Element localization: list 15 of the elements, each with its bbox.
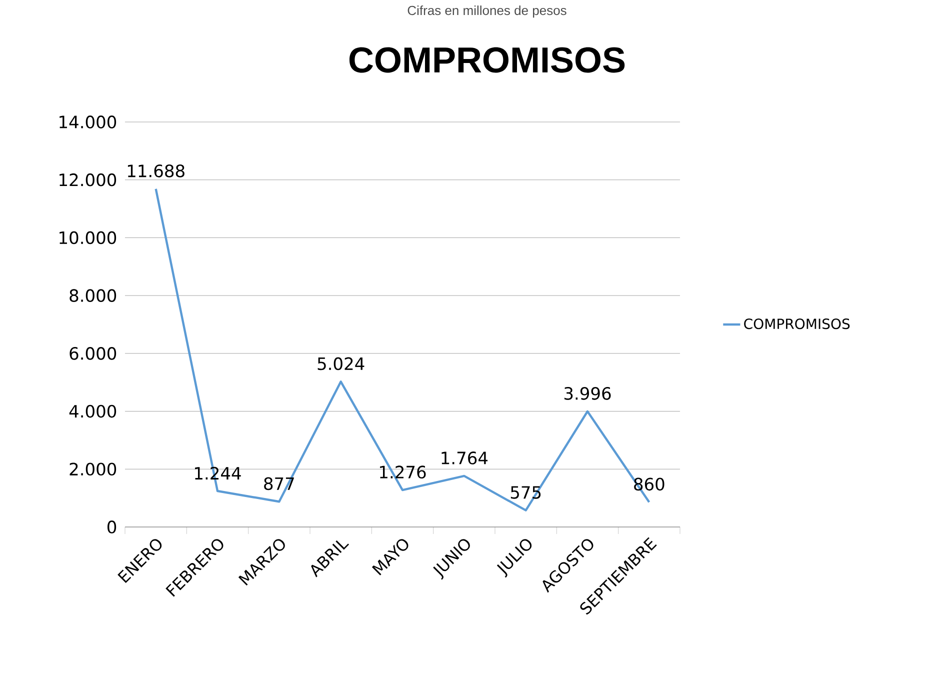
data-label: 1.764 [442,452,488,464]
legend-label: COMPROMISOS [744,318,850,330]
y-tick-label: 2.000 [70,462,116,476]
data-label: 11.688 [128,164,184,178]
y-tick-label: 0 [108,520,116,534]
y-tick-label: 6.000 [70,346,116,360]
data-label: 3.996 [564,386,611,400]
y-tick-label: 14.000 [60,116,116,128]
y-tick-label: 4.000 [69,404,116,418]
y-tick-label: 12.000 [60,173,116,186]
y-tick-label: 10.000 [60,231,116,244]
data-label: 5.024 [318,357,364,370]
chart-title: COMPROMISOS [349,47,625,73]
y-tick-label: 8.000 [70,289,116,302]
chart-subtitle: Cifras en millones de pesos [408,6,566,18]
